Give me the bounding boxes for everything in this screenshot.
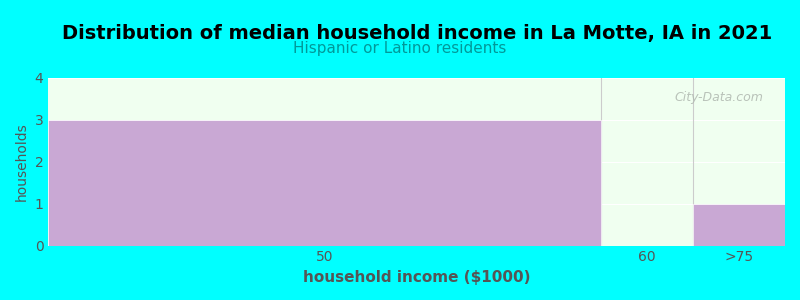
Bar	[693, 204, 785, 246]
Bar	[48, 120, 601, 246]
Text: City-Data.com: City-Data.com	[674, 91, 763, 104]
Y-axis label: households: households	[15, 122, 29, 201]
Text: Hispanic or Latino residents: Hispanic or Latino residents	[294, 40, 506, 56]
X-axis label: household income ($1000): household income ($1000)	[303, 270, 530, 285]
Title: Distribution of median household income in La Motte, IA in 2021: Distribution of median household income …	[62, 24, 772, 43]
